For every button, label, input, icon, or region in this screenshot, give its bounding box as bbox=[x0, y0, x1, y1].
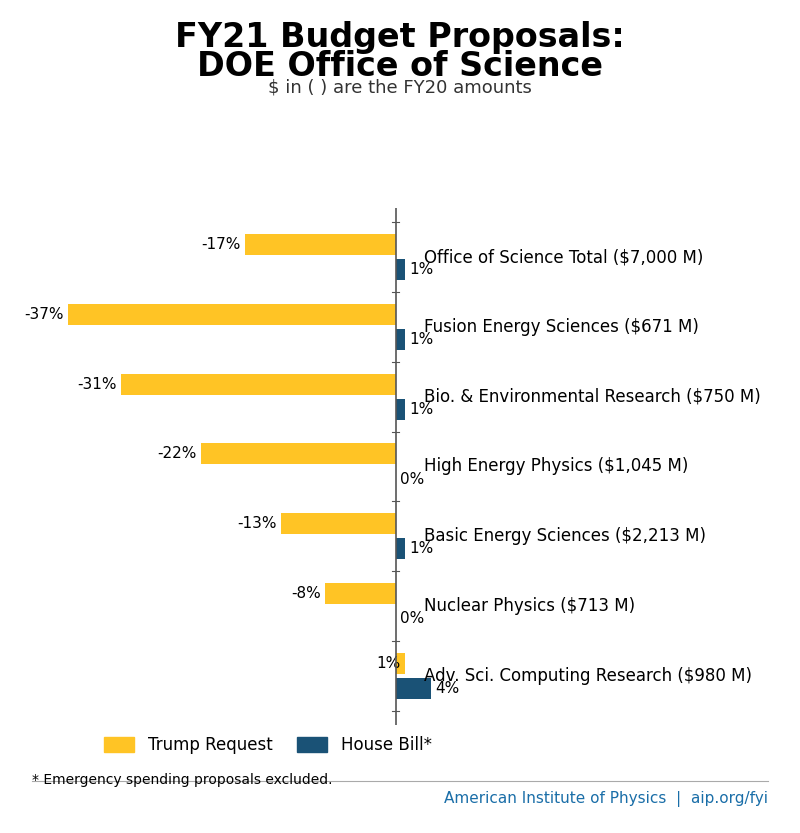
Bar bbox=[396, 329, 405, 350]
Bar bbox=[396, 399, 405, 420]
Text: Basic Energy Sciences ($2,213 M): Basic Energy Sciences ($2,213 M) bbox=[424, 527, 706, 546]
Bar bbox=[325, 583, 396, 604]
Text: DOE Office of Science: DOE Office of Science bbox=[197, 50, 603, 83]
Text: Bio. & Environmental Research ($750 M): Bio. & Environmental Research ($750 M) bbox=[424, 387, 761, 406]
Text: FY21 Budget Proposals:: FY21 Budget Proposals: bbox=[175, 21, 625, 54]
Text: -31%: -31% bbox=[78, 377, 117, 392]
Bar bbox=[281, 513, 396, 534]
Text: -13%: -13% bbox=[237, 516, 276, 531]
Text: Nuclear Physics ($713 M): Nuclear Physics ($713 M) bbox=[424, 597, 635, 615]
Bar bbox=[201, 443, 396, 464]
Text: -22%: -22% bbox=[158, 446, 197, 461]
Text: Office of Science Total ($7,000 M): Office of Science Total ($7,000 M) bbox=[424, 248, 703, 266]
Legend: Trump Request, House Bill*: Trump Request, House Bill* bbox=[104, 736, 432, 754]
Text: 1%: 1% bbox=[409, 332, 434, 347]
Text: 1%: 1% bbox=[409, 262, 434, 277]
Bar bbox=[68, 304, 396, 325]
Text: High Energy Physics ($1,045 M): High Energy Physics ($1,045 M) bbox=[424, 457, 688, 476]
Bar bbox=[396, 259, 405, 280]
Text: 1%: 1% bbox=[376, 656, 400, 671]
Bar bbox=[246, 234, 396, 255]
Text: -8%: -8% bbox=[290, 586, 321, 601]
Text: 0%: 0% bbox=[400, 471, 425, 486]
Text: 0%: 0% bbox=[400, 611, 425, 626]
Text: Fusion Energy Sciences ($671 M): Fusion Energy Sciences ($671 M) bbox=[424, 318, 698, 336]
Text: * Emergency spending proposals excluded.: * Emergency spending proposals excluded. bbox=[32, 773, 333, 787]
Text: Adv. Sci. Computing Research ($980 M): Adv. Sci. Computing Research ($980 M) bbox=[424, 667, 752, 685]
Bar bbox=[122, 374, 396, 395]
Text: American Institute of Physics  |  aip.org/fyi: American Institute of Physics | aip.org/… bbox=[444, 791, 768, 807]
Text: 4%: 4% bbox=[435, 681, 460, 696]
Bar bbox=[396, 538, 405, 559]
Text: -17%: -17% bbox=[202, 237, 241, 252]
Text: -37%: -37% bbox=[24, 307, 64, 322]
Text: 1%: 1% bbox=[409, 402, 434, 416]
Text: 1%: 1% bbox=[409, 541, 434, 556]
Text: $ in ( ) are the FY20 amounts: $ in ( ) are the FY20 amounts bbox=[268, 78, 532, 97]
Bar bbox=[396, 678, 431, 699]
Bar bbox=[396, 653, 405, 674]
